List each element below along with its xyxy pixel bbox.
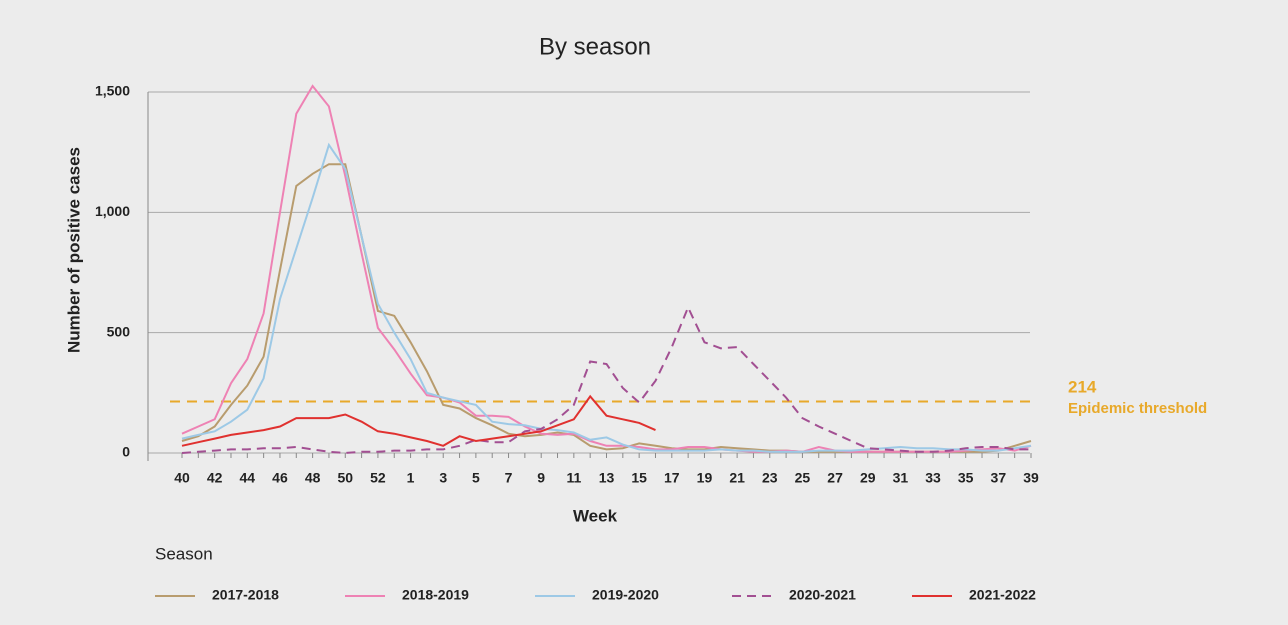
x-tick-label: 23 xyxy=(762,470,778,486)
x-tick-label: 35 xyxy=(958,470,974,486)
x-tick-label: 52 xyxy=(370,470,386,486)
x-tick-label: 42 xyxy=(207,470,223,486)
legend-label: 2020-2021 xyxy=(789,587,856,603)
y-tick-label: 1,500 xyxy=(95,83,130,99)
threshold-label: Epidemic threshold xyxy=(1068,400,1207,417)
x-tick-label: 31 xyxy=(893,470,909,486)
x-tick-label: 13 xyxy=(599,470,615,486)
y-tick-label: 1,000 xyxy=(95,203,130,219)
x-tick-label: 37 xyxy=(991,470,1007,486)
x-tick-label: 5 xyxy=(472,470,480,486)
series-line xyxy=(181,304,1031,455)
x-tick-label: 46 xyxy=(272,470,288,486)
x-tick-label: 39 xyxy=(1023,470,1039,486)
legend-label: 2021-2022 xyxy=(969,587,1036,603)
x-tick-label: 11 xyxy=(566,470,581,486)
legend-label: 2019-2020 xyxy=(592,587,659,603)
x-tick-label: 33 xyxy=(925,470,941,486)
legend-label: 2018-2019 xyxy=(402,587,469,603)
legend-title: Season xyxy=(155,544,213,563)
series-line xyxy=(181,394,656,447)
x-tick-label: 29 xyxy=(860,470,876,486)
x-tick-label: 1 xyxy=(407,470,415,486)
y-tick-label: 500 xyxy=(107,323,131,339)
x-tick-label: 15 xyxy=(631,470,647,486)
x-tick-label: 3 xyxy=(439,470,447,486)
chart-title: By season xyxy=(539,33,651,60)
x-axis-label: Week xyxy=(573,506,618,525)
x-tick-label: 9 xyxy=(537,470,545,486)
x-tick-label: 25 xyxy=(795,470,811,486)
y-axis-label: Number of positive cases xyxy=(64,147,83,353)
series-line xyxy=(181,142,1032,453)
threshold-value: 214 xyxy=(1068,377,1097,396)
x-tick-label: 44 xyxy=(240,470,256,486)
x-tick-label: 21 xyxy=(729,470,745,486)
y-tick-label: 0 xyxy=(122,444,130,460)
legend-label: 2017-2018 xyxy=(212,587,279,603)
series-line xyxy=(181,84,1032,453)
x-tick-label: 50 xyxy=(337,470,353,486)
x-tick-label: 40 xyxy=(174,470,190,486)
x-tick-label: 48 xyxy=(305,470,321,486)
x-tick-label: 17 xyxy=(664,470,680,486)
x-tick-label: 19 xyxy=(697,470,713,486)
x-tick-label: 27 xyxy=(827,470,843,486)
x-tick-label: 7 xyxy=(505,470,513,486)
